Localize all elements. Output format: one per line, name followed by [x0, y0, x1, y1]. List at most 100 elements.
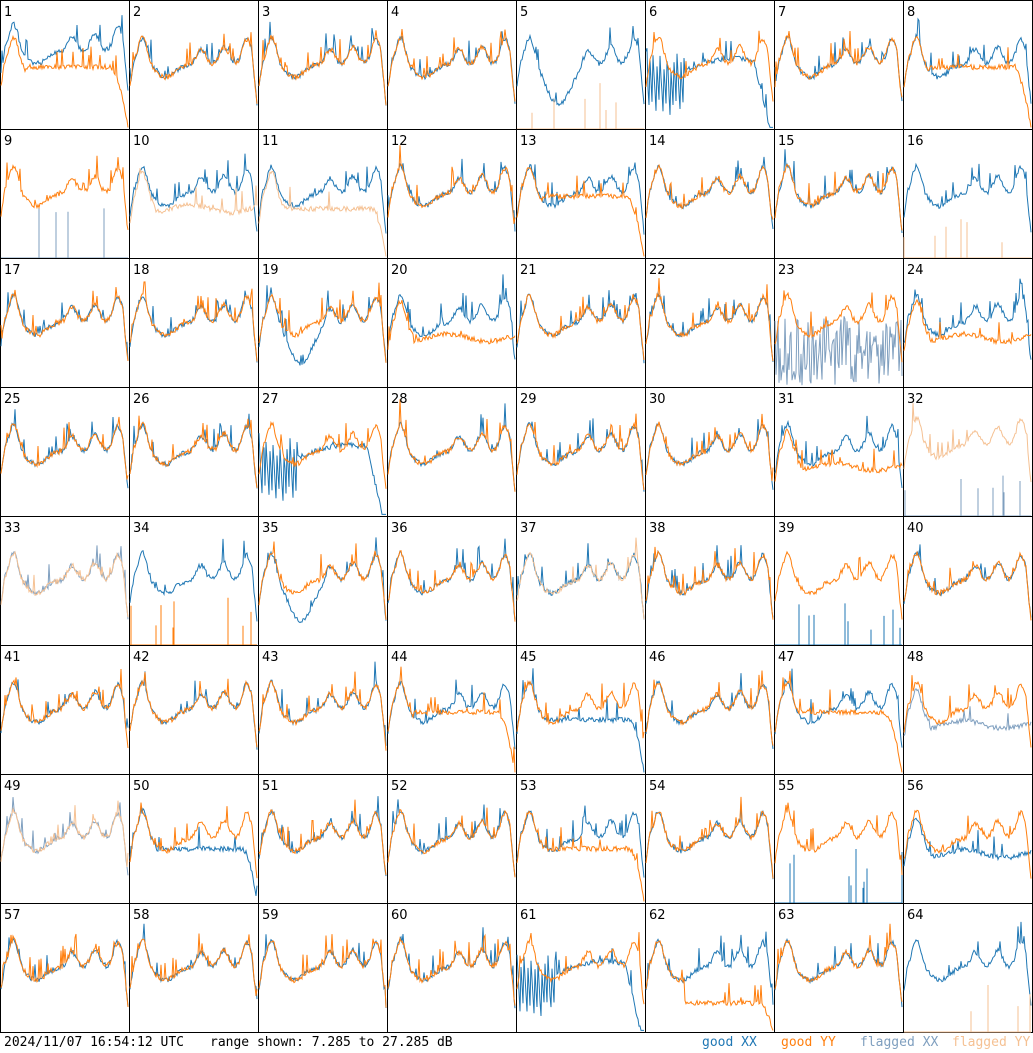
panel-58: 58 [129, 903, 259, 1033]
series-yy-line [774, 30, 903, 98]
series-yy-line [774, 670, 903, 773]
panel-label: 17 [4, 263, 21, 278]
panel-26: 26 [129, 387, 259, 517]
series-yy-line [904, 985, 1031, 1033]
panel-28: 28 [387, 387, 517, 517]
series-yy-line [258, 170, 387, 257]
series-xx-line [129, 290, 258, 363]
series-yy-line [516, 537, 645, 620]
series-xx-line [387, 679, 516, 750]
panel-label: 29 [520, 392, 537, 407]
panel-50: 50 [129, 774, 259, 904]
series-xx-line [129, 538, 258, 622]
panel-label: 5 [520, 5, 528, 20]
panel-35: 35 [258, 516, 388, 646]
series-yy-line [387, 145, 516, 224]
panel-label: 20 [391, 263, 408, 278]
series-yy-line [774, 428, 903, 482]
panel-label: 2 [133, 5, 141, 20]
legend-good-xx: good XX [702, 1035, 757, 1050]
series-yy-line [129, 933, 258, 997]
panel-6: 6 [645, 0, 775, 130]
panel-62: 62 [645, 903, 775, 1033]
panel-label: 21 [520, 263, 537, 278]
series-xx-line [129, 153, 258, 232]
series-xx-line [516, 290, 645, 364]
series-xx-line [129, 807, 258, 896]
series-xx-line [903, 544, 1032, 618]
panel-label: 27 [262, 392, 279, 407]
series-xx-line [774, 316, 903, 386]
series-yy-line [129, 415, 258, 488]
series-xx-line [645, 419, 774, 490]
series-yy-line [129, 281, 258, 362]
panel-24: 24 [903, 258, 1033, 388]
panel-label: 22 [649, 263, 666, 278]
panel-32: 32 [903, 387, 1033, 517]
series-yy-line [387, 299, 516, 350]
panel-frame [129, 0, 259, 130]
series-yy-line [129, 672, 258, 748]
series-yy-line [0, 286, 129, 361]
panel-46: 46 [645, 645, 775, 775]
panel-17: 17 [0, 258, 130, 388]
series-yy-line [387, 550, 516, 622]
series-xx-line [387, 799, 516, 877]
panel-39: 39 [774, 516, 904, 646]
series-xx-line [774, 149, 903, 234]
panel-30: 30 [645, 387, 775, 517]
series-xx-line [258, 21, 387, 106]
series-xx-line [516, 418, 645, 492]
panel-63: 63 [774, 903, 904, 1033]
panel-frame [0, 129, 130, 259]
series-xx-line [258, 537, 387, 624]
series-yy-line [645, 546, 774, 620]
series-yy-line [903, 809, 1032, 879]
series-yy-line [258, 30, 387, 106]
panel-43: 43 [258, 645, 388, 775]
panel-61: 61 [516, 903, 646, 1033]
panel-47: 47 [774, 645, 904, 775]
panel-label: 13 [520, 134, 537, 149]
panel-label: 30 [649, 392, 666, 407]
panel-label: 4 [391, 5, 399, 20]
panel-3: 3 [258, 0, 388, 130]
panel-label: 10 [133, 134, 150, 149]
panel-frame [258, 0, 388, 130]
panel-21: 21 [516, 258, 646, 388]
panel-22: 22 [645, 258, 775, 388]
series-yy-line [258, 282, 387, 363]
series-yy-line [387, 666, 516, 773]
series-xx-line [903, 921, 1032, 1006]
panel-57: 57 [0, 903, 130, 1033]
panel-label: 19 [262, 263, 279, 278]
series-yy-line [0, 668, 129, 749]
series-xx-line [775, 603, 902, 646]
panel-label: 34 [133, 521, 150, 536]
legend-flagged-yy: flagged YY [952, 1035, 1031, 1050]
series-xx-line [387, 31, 516, 104]
series-yy-line [774, 802, 903, 876]
series-xx-line [903, 162, 1032, 233]
series-yy-line [387, 933, 516, 1006]
series-yy-line [129, 168, 258, 224]
panel-label: 48 [907, 650, 924, 665]
panel-label: 16 [907, 134, 924, 149]
panel-label: 24 [907, 263, 924, 278]
series-xx-line [645, 803, 774, 880]
panel-11: 11 [258, 129, 388, 259]
series-yy-line [258, 671, 387, 751]
panel-label: 55 [778, 779, 795, 794]
panel-16: 16 [903, 129, 1033, 259]
panel-label: 14 [649, 134, 666, 149]
series-yy-line [645, 163, 774, 220]
series-yy-line [258, 934, 387, 1008]
series-yy-line [903, 550, 1032, 621]
panel-1: 1 [0, 0, 130, 130]
series-xx-line [0, 937, 129, 1007]
series-yy-line [516, 413, 645, 490]
panel-label: 56 [907, 779, 924, 794]
series-yy-line [903, 298, 1032, 351]
series-xx-line [903, 817, 1032, 867]
panel-2: 2 [129, 0, 259, 130]
